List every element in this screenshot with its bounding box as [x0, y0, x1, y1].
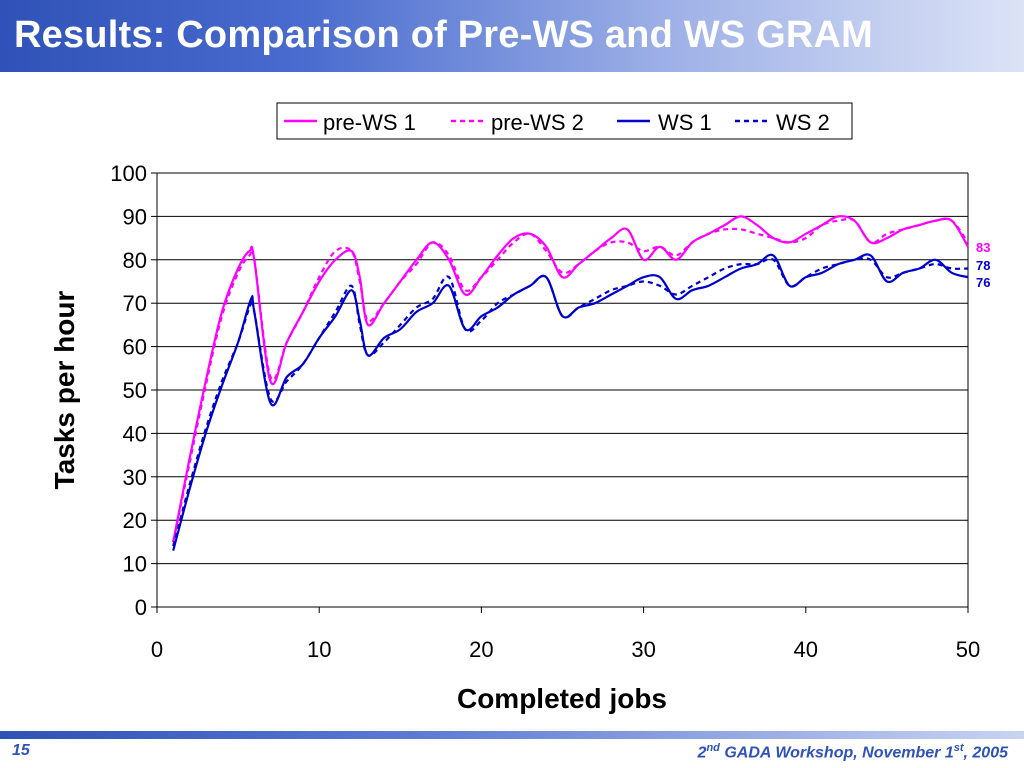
y-tick-label-30: 30: [123, 465, 147, 490]
chart-legend: pre-WS 1 pre-WS 2 WS 1 WS 2: [276, 102, 853, 140]
series-line-2: [172, 217, 969, 543]
footer-day-suffix: st: [953, 742, 964, 754]
title-bar: [0, 0, 1024, 72]
legend-label-4: WS 2: [776, 110, 830, 135]
footer-text: 2nd GADA Workshop, November 1st, 2005: [698, 742, 1008, 762]
end-label-1: 83: [976, 240, 990, 255]
legend-label-3: WS 1: [658, 110, 712, 135]
end-label-2: 78: [976, 258, 990, 273]
page-number: 15: [12, 742, 30, 759]
y-tick-label-100: 100: [110, 161, 147, 186]
y-tick-label-90: 90: [123, 204, 147, 229]
y-tick-label-0: 0: [135, 595, 147, 620]
y-tick-label-80: 80: [123, 248, 147, 273]
y-tick-label-50: 50: [123, 378, 147, 403]
y-tick-label-60: 60: [123, 335, 147, 360]
y-tick-label-40: 40: [123, 421, 147, 446]
y-tick-label-20: 20: [123, 508, 147, 533]
x-tick-label-10: 10: [307, 637, 331, 662]
x-axis-label: Completed jobs: [457, 683, 667, 714]
series-line-1: [172, 215, 969, 543]
y-tick-label-70: 70: [123, 291, 147, 316]
gridlines: [157, 172, 968, 565]
footer-event: GADA Workshop, November 1: [719, 744, 954, 762]
slide-title: Results: Comparison of Pre-WS and WS GRA…: [14, 14, 874, 56]
footer-ordinal-suffix: nd: [706, 742, 720, 754]
x-tick-label-0: 0: [151, 637, 163, 662]
legend-label-1: pre-WS 1: [323, 110, 416, 135]
y-tick-label-10: 10: [123, 552, 147, 577]
y-axis-label: Tasks per hour: [49, 291, 80, 490]
footer-year: , 2005: [963, 744, 1008, 762]
end-value-labels: 83 78 76: [976, 240, 990, 290]
end-label-3: 76: [976, 275, 990, 290]
x-tick-label-50: 50: [956, 637, 980, 662]
x-tick-label-20: 20: [469, 637, 493, 662]
series-lines: [172, 215, 969, 551]
footer-bar: [0, 731, 1024, 739]
tick-labels: 0 10 20 30 40 50 60 70 80 90 100 0 10 20 30 40 50: [110, 161, 980, 662]
x-tick-label-40: 40: [794, 637, 818, 662]
axes: [151, 172, 969, 613]
footer-ordinal: 2: [697, 744, 707, 762]
series-line-4: [172, 257, 969, 547]
series-line-3: [172, 253, 969, 551]
legend-label-2: pre-WS 2: [491, 110, 584, 135]
x-tick-label-30: 30: [631, 637, 655, 662]
